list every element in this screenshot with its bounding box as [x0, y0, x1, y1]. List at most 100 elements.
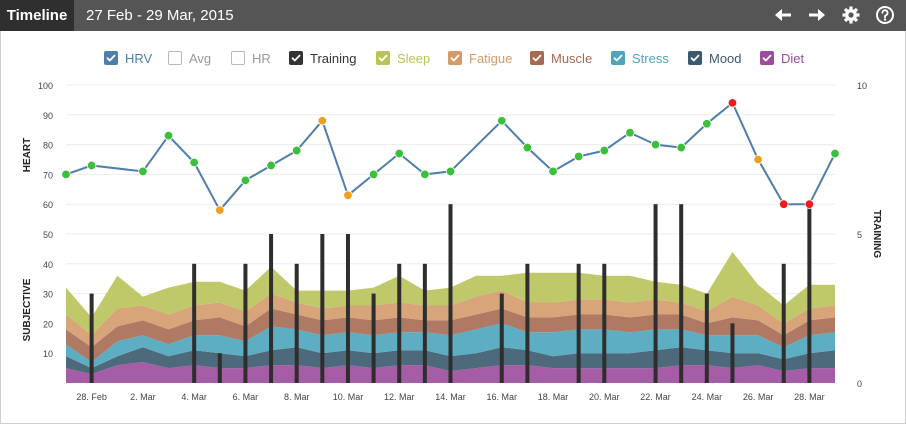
legend-checkbox[interactable] [448, 51, 462, 65]
legend-item-avg[interactable]: Avg [168, 47, 211, 69]
training-bar [192, 263, 197, 383]
hrv-point [163, 130, 174, 141]
legend-label: Diet [781, 50, 805, 66]
check-icon [450, 54, 460, 62]
hrv-point [830, 148, 840, 159]
hrv-point [573, 151, 584, 162]
y-tick-label: 20 [43, 319, 53, 329]
legend-item-mood[interactable]: Mood [688, 47, 742, 69]
check-icon [690, 54, 700, 62]
legend-item-diet[interactable]: Diet [760, 47, 804, 69]
legend-checkbox[interactable] [168, 51, 182, 65]
hrv-point [420, 169, 430, 180]
legend-label: Mood [709, 50, 742, 66]
hrv-point [650, 139, 661, 150]
right-tick-label: 5 [857, 230, 862, 240]
y-tick-label: 50 [43, 230, 53, 240]
x-tick-label: 10. Mar [333, 392, 364, 402]
y-tick-label: 80 [43, 141, 53, 151]
legend-label: Stress [632, 50, 669, 66]
y-tick-label: 100 [38, 81, 53, 91]
y-axis-title: HEART [22, 138, 33, 172]
hrv-point [727, 98, 738, 108]
training-bar [422, 263, 427, 383]
training-bar [269, 234, 274, 383]
legend-checkbox[interactable] [231, 51, 245, 65]
training-bar [320, 234, 325, 383]
x-tick-label: 12. Mar [384, 392, 415, 402]
legend-item-sleep[interactable]: Sleep [376, 47, 430, 69]
right-tick-label: 10 [857, 81, 867, 91]
x-tick-label: 8. Mar [284, 392, 310, 402]
hrv-point [548, 166, 558, 177]
legend-checkbox[interactable] [104, 51, 118, 65]
hrv-point [240, 175, 251, 186]
x-tick-label: 4. Mar [181, 392, 207, 402]
legend-checkbox[interactable] [688, 51, 702, 65]
legend-item-muscle[interactable]: Muscle [530, 47, 592, 69]
hrv-point [753, 154, 763, 165]
legend-item-hrv[interactable]: HRV [104, 47, 152, 69]
training-bar [807, 204, 812, 383]
legend-checkbox[interactable] [376, 51, 390, 65]
legend-checkbox[interactable] [530, 51, 544, 65]
legend-checkbox[interactable] [611, 51, 625, 65]
right-tick-label: 0 [857, 379, 862, 389]
check-icon [532, 54, 542, 62]
legend-checkbox[interactable] [289, 51, 303, 65]
training-bar [602, 263, 607, 383]
training-bar [499, 293, 504, 383]
legend-label: Sleep [397, 50, 431, 66]
hrv-point [138, 166, 148, 177]
training-bar [704, 293, 709, 383]
legend-item-fatigue[interactable]: Fatigue [448, 47, 512, 69]
x-tick-label: 28. Feb [76, 392, 107, 402]
legend-label: HRV [125, 50, 153, 66]
y-tick-label: 30 [43, 290, 53, 300]
legend-item-stress[interactable]: Stress [611, 47, 669, 69]
training-bar [371, 293, 376, 383]
x-tick-label: 18. Mar [538, 392, 569, 402]
training-bar [576, 263, 581, 383]
training-bar [653, 204, 658, 383]
training-bar [345, 234, 350, 383]
hrv-point [676, 142, 686, 153]
hrv-point [343, 190, 353, 200]
help-icon[interactable] [874, 4, 896, 26]
x-tick-label: 6. Mar [233, 392, 259, 402]
check-icon [106, 54, 116, 62]
training-bar [730, 323, 735, 383]
forward-arrow-icon[interactable] [805, 4, 827, 26]
check-icon [762, 54, 772, 62]
training-bar [679, 204, 684, 383]
x-tick-label: 16. Mar [487, 392, 518, 402]
legend-checkbox[interactable] [760, 51, 774, 65]
legend-label: HR [252, 50, 271, 66]
hrv-point [368, 169, 379, 180]
check-icon [378, 54, 388, 62]
y-axis-title: SUBJECTIVE [22, 278, 33, 341]
y-tick-label: 70 [43, 170, 53, 180]
hrv-point [599, 145, 610, 156]
back-arrow-icon[interactable] [773, 4, 795, 26]
legend: HRV Avg HR Training Sleep Fatigue Muscle Stress… [0, 47, 906, 69]
hrv-point [215, 205, 225, 215]
training-bar [781, 263, 786, 383]
page-title: Timeline [0, 0, 74, 31]
date-range[interactable]: 27 Feb - 29 Mar, 2015 [86, 7, 234, 24]
legend-item-training[interactable]: Training [289, 47, 356, 69]
hrv-point [522, 142, 533, 153]
training-bar [448, 204, 453, 383]
y-tick-label: 90 [43, 111, 53, 121]
training-bar [217, 353, 222, 383]
x-tick-label: 20. Mar [589, 392, 620, 402]
legend-item-hr[interactable]: HR [231, 47, 271, 69]
hrv-point [804, 199, 815, 209]
hrv-point [189, 157, 199, 168]
hrv-point [266, 160, 276, 171]
hrv-point [779, 199, 789, 209]
y-tick-label: 10 [43, 349, 53, 359]
hrv-point [394, 148, 404, 159]
training-bar [243, 263, 248, 383]
gear-icon[interactable] [840, 4, 862, 26]
